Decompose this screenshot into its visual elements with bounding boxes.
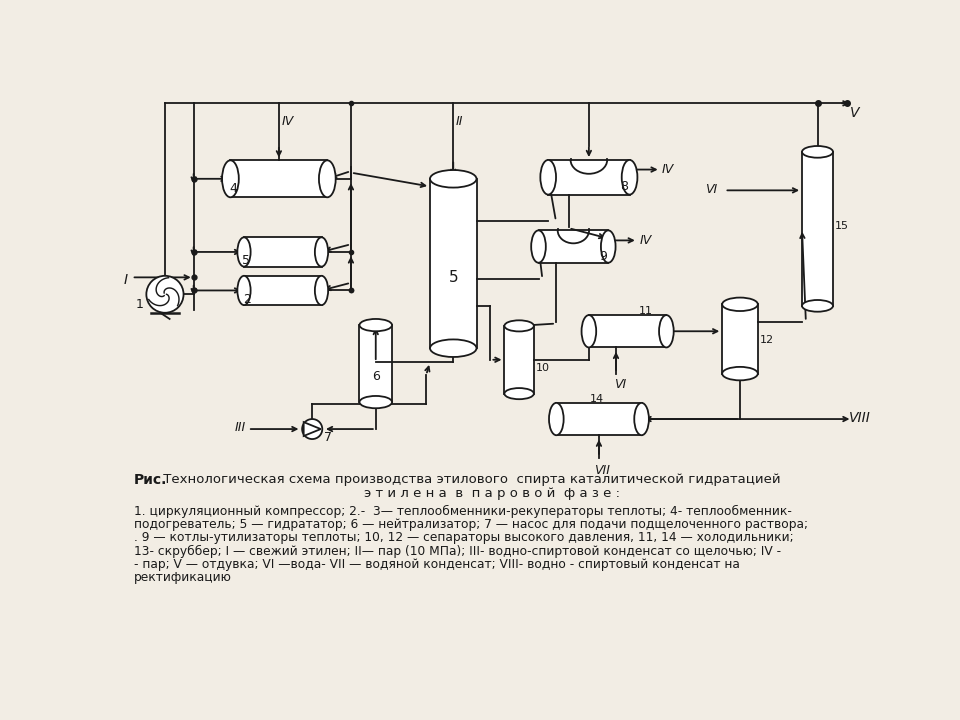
Text: э т и л е н а  в  п а р о в о й  ф а з е :: э т и л е н а в п а р о в о й ф а з е : <box>364 487 620 500</box>
Text: 11: 11 <box>639 306 653 316</box>
Ellipse shape <box>430 339 476 357</box>
Text: 2: 2 <box>243 293 252 306</box>
Text: . 9 — котлы-утилизаторы теплоты; 10, 12 — сепараторы высокого давления, 11, 14 —: . 9 — котлы-утилизаторы теплоты; 10, 12 … <box>134 531 794 544</box>
Text: IV: IV <box>639 234 652 247</box>
Text: - пар; V — отдувка; VI —вода- VII — водяной конденсат; VIII- водно - спиртовый к: - пар; V — отдувка; VI —вода- VII — водя… <box>134 557 740 571</box>
Bar <box>359 325 392 402</box>
Text: 10: 10 <box>536 363 549 373</box>
Ellipse shape <box>635 403 649 435</box>
Bar <box>504 326 534 394</box>
Ellipse shape <box>531 230 546 263</box>
Bar <box>548 160 630 194</box>
Ellipse shape <box>660 315 674 348</box>
Ellipse shape <box>722 367 757 380</box>
Text: VII: VII <box>594 464 611 477</box>
Text: VI: VI <box>706 183 717 196</box>
Text: IV: IV <box>662 163 674 176</box>
Text: 14: 14 <box>589 394 604 404</box>
Ellipse shape <box>504 388 534 399</box>
Text: подогреватель; 5 — гидрататор; 6 — нейтрализатор; 7 — насос для подачи подщелоче: подогреватель; 5 — гидрататор; 6 — нейтр… <box>134 518 808 531</box>
Text: 5: 5 <box>243 254 251 267</box>
Ellipse shape <box>315 276 328 305</box>
Polygon shape <box>303 422 321 436</box>
Text: 1: 1 <box>135 298 143 311</box>
Bar <box>557 403 641 435</box>
Ellipse shape <box>222 161 239 197</box>
Text: VI: VI <box>613 378 626 391</box>
Ellipse shape <box>540 160 556 194</box>
Ellipse shape <box>582 315 596 348</box>
Circle shape <box>302 419 323 439</box>
Ellipse shape <box>601 230 615 263</box>
Text: V: V <box>850 106 859 120</box>
Ellipse shape <box>319 161 336 197</box>
Circle shape <box>146 276 183 312</box>
Bar <box>539 230 609 263</box>
Text: I: I <box>124 273 128 287</box>
Bar <box>802 152 833 306</box>
Text: 12: 12 <box>759 335 774 345</box>
Text: Рис.: Рис. <box>134 473 167 487</box>
Text: 9: 9 <box>599 250 607 263</box>
Text: 13- скруббер; I — свежий этилен; II— пар (10 МПа); III- водно-спиртовой конденса: 13- скруббер; I — свежий этилен; II— пар… <box>134 544 781 558</box>
Ellipse shape <box>622 160 637 194</box>
Bar <box>230 161 327 197</box>
Ellipse shape <box>722 297 757 311</box>
Ellipse shape <box>359 319 392 331</box>
Bar <box>722 305 757 374</box>
Ellipse shape <box>237 276 251 305</box>
Text: II: II <box>456 115 463 128</box>
Text: ректификацию: ректификацию <box>134 571 231 584</box>
Bar <box>430 179 476 348</box>
Ellipse shape <box>504 320 534 331</box>
Text: 15: 15 <box>834 221 849 231</box>
Text: 7: 7 <box>324 431 332 444</box>
Ellipse shape <box>359 396 392 408</box>
Text: VIII: VIII <box>849 411 871 426</box>
Ellipse shape <box>315 238 328 266</box>
Bar <box>588 315 666 348</box>
Text: III: III <box>234 421 246 434</box>
Ellipse shape <box>802 300 833 312</box>
Text: 6: 6 <box>372 370 380 383</box>
Ellipse shape <box>237 238 251 266</box>
Bar <box>244 276 322 305</box>
Text: 1. циркуляционный компрессор; 2.-  3— теплообменники-рекуператоры теплоты; 4- те: 1. циркуляционный компрессор; 2.- 3— теп… <box>134 505 792 518</box>
Text: Технологическая схема производства этилового  спирта каталитической гидратацией: Технологическая схема производства этило… <box>158 473 780 486</box>
Text: IV: IV <box>281 115 294 128</box>
Text: 4: 4 <box>228 182 237 195</box>
Ellipse shape <box>430 170 476 188</box>
Bar <box>244 238 322 266</box>
Ellipse shape <box>549 403 564 435</box>
Text: 5: 5 <box>448 270 458 284</box>
Text: 8: 8 <box>620 180 628 194</box>
Ellipse shape <box>802 146 833 158</box>
